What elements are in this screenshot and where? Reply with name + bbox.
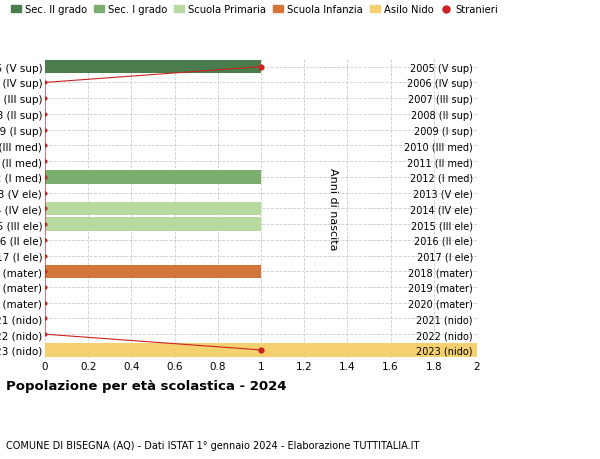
Bar [45,61,261,74]
Text: Popolazione per età scolastica - 2024: Popolazione per età scolastica - 2024 [6,380,287,392]
Bar [45,265,261,278]
Bar [45,171,261,184]
Text: COMUNE DI BISEGNA (AQ) - Dati ISTAT 1° gennaio 2024 - Elaborazione TUTTITALIA.IT: COMUNE DI BISEGNA (AQ) - Dati ISTAT 1° g… [6,440,419,450]
Y-axis label: Anni di nascita: Anni di nascita [328,168,338,250]
Bar [45,218,261,231]
Bar [45,343,477,357]
Bar [45,202,261,216]
Legend: Sec. II grado, Sec. I grado, Scuola Primaria, Scuola Infanzia, Asilo Nido, Stran: Sec. II grado, Sec. I grado, Scuola Prim… [11,5,497,15]
